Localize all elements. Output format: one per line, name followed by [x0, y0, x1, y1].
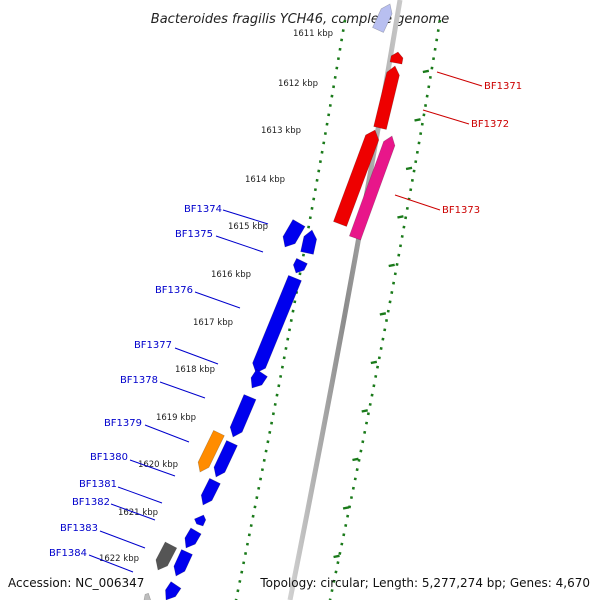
gene-leader-line — [159, 381, 206, 399]
gene-label: BF1383 — [60, 523, 98, 534]
gene-arrow — [200, 477, 221, 506]
gene-arrow — [348, 135, 396, 241]
gene-arrow — [184, 527, 202, 549]
kbp-label: 1612 kbp — [278, 79, 318, 89]
gene-arrow — [372, 3, 393, 33]
gene-arrow — [165, 581, 182, 600]
scale-tick — [342, 506, 350, 510]
gene-label: BF1384 — [49, 548, 87, 559]
gene-label: BF1373 — [442, 205, 480, 216]
gene-label: BF1378 — [120, 375, 158, 386]
gene-leader-line — [110, 503, 156, 521]
gene-leader-line — [88, 554, 134, 573]
gene-leader-line — [394, 194, 441, 211]
kbp-label: 1619 kbp — [156, 413, 196, 423]
gene-label: BF1381 — [79, 479, 117, 490]
kbp-label: 1614 kbp — [245, 175, 285, 185]
scale-tick — [414, 118, 421, 122]
genome-summary-text: Topology: circular; Length: 5,277,274 bp… — [259, 576, 590, 590]
accession-text: Accession: NC_006347 — [8, 576, 144, 590]
scale-tick — [361, 409, 368, 413]
gene-arrow — [194, 514, 207, 527]
inner-tick-line — [234, 19, 347, 600]
kbp-label: 1617 kbp — [193, 318, 233, 328]
scale-tick — [405, 166, 413, 171]
gene-label: BF1377 — [134, 340, 172, 351]
gene-arrow — [155, 541, 178, 571]
scale-tick — [397, 215, 404, 219]
gene-label: BF1379 — [104, 418, 142, 429]
gene-leader-line — [99, 530, 146, 549]
gene-label: BF1374 — [184, 204, 222, 215]
gene-leader-line — [436, 71, 483, 87]
scale-tick — [379, 312, 387, 316]
gene-label: BF1382 — [72, 497, 110, 508]
gene-label: BF1375 — [175, 229, 213, 240]
kbp-label: 1613 kbp — [261, 126, 301, 136]
tick-layer — [333, 69, 430, 559]
gene-arrow — [293, 257, 308, 274]
gene-arrow — [143, 592, 151, 600]
map-title: Bacteroides fragilis YCH46, complete gen… — [151, 12, 449, 27]
gene-layer — [143, 3, 404, 600]
gene-label-layer: BF1371 BF1372 BF1373 BF1374 BF1375 BF1376 BF13… — [49, 71, 522, 573]
gene-arrow — [213, 440, 238, 478]
kbp-label-layer: 1611 kbp 1612 kbp 1613 kbp 1614 kbp 1615 kbp… — [99, 29, 333, 564]
gene-label: BF1380 — [90, 452, 128, 463]
gene-arrow — [333, 129, 380, 227]
gene-leader-line — [129, 459, 176, 477]
gene-arrow — [373, 65, 400, 130]
gene-leader-line — [144, 424, 190, 443]
gene-arrow — [229, 394, 257, 438]
gene-label: BF1376 — [155, 285, 193, 296]
kbp-label: 1621 kbp — [118, 508, 158, 518]
gene-arrow — [250, 368, 268, 389]
gene-leader-line — [194, 291, 241, 309]
gene-arrow — [300, 229, 317, 255]
kbp-label: 1618 kbp — [175, 365, 215, 375]
scale-tick — [422, 69, 430, 74]
scale-tick — [370, 360, 378, 365]
scale-tick — [352, 457, 359, 462]
gene-arrow — [389, 51, 404, 65]
outer-tick-line — [328, 19, 442, 600]
gene-leader-line — [117, 486, 163, 504]
scale-tick — [388, 263, 395, 268]
gene-leader-line — [215, 235, 264, 253]
gene-arrow — [282, 219, 306, 248]
gene-label: BF1372 — [471, 119, 509, 130]
gene-leader-line — [422, 109, 470, 125]
gene-arrow — [252, 274, 302, 374]
gene-arrow — [197, 429, 225, 473]
kbp-label: 1620 kbp — [138, 460, 178, 470]
kbp-label: 1616 kbp — [211, 270, 251, 280]
kbp-label: 1622 kbp — [99, 554, 139, 564]
gene-leader-line — [174, 347, 219, 365]
kbp-label: 1611 kbp — [293, 29, 333, 39]
gene-label: BF1371 — [484, 81, 522, 92]
kbp-label: 1615 kbp — [228, 222, 268, 232]
scale-tick — [333, 554, 340, 559]
gene-arrow — [173, 549, 193, 577]
gene-leader-line — [222, 209, 269, 225]
